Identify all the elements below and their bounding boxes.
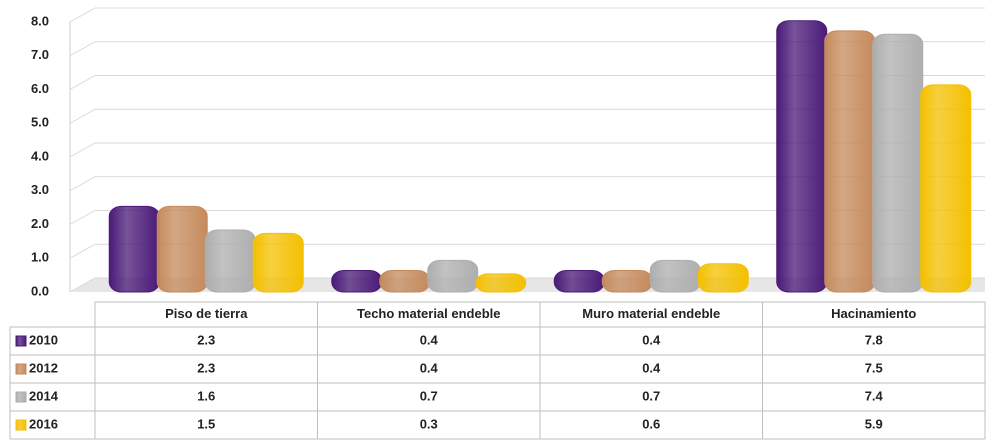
grid-line (69, 75, 985, 90)
legend-label: 2010 (29, 332, 58, 347)
bar (156, 205, 208, 293)
table-value: 0.3 (420, 416, 438, 431)
y-tick-label: 1.0 (31, 250, 49, 265)
legend-label: 2016 (29, 416, 58, 431)
bar (252, 232, 304, 293)
legend-swatch (15, 391, 27, 403)
bar (776, 20, 828, 293)
table-value: 0.4 (420, 332, 439, 347)
bar (920, 84, 972, 293)
x-tick-label: Muro material endeble (582, 306, 720, 321)
y-tick-label: 4.0 (31, 148, 49, 163)
table-value: 2.3 (197, 332, 215, 347)
bar (872, 33, 924, 293)
bar (204, 229, 256, 293)
grid-line (69, 210, 985, 225)
table-value: 1.6 (197, 388, 215, 403)
y-tick-label: 5.0 (31, 115, 49, 130)
table-value: 5.9 (865, 416, 883, 431)
bar (553, 270, 605, 293)
grid-line (69, 7, 985, 23)
bar (697, 263, 749, 293)
y-tick-label: 0.0 (31, 283, 49, 298)
bar (475, 273, 527, 293)
grid-line (69, 41, 985, 57)
legend-swatch (15, 335, 27, 347)
bar (601, 270, 653, 293)
y-tick-label: 2.0 (31, 216, 49, 231)
table-value: 0.7 (420, 388, 438, 403)
grid-line (69, 176, 985, 192)
bar (824, 30, 876, 293)
legend-label: 2012 (29, 360, 58, 375)
table-value: 7.4 (865, 388, 884, 403)
y-tick-label: 8.0 (31, 13, 49, 28)
y-tick-label: 6.0 (31, 81, 49, 96)
bar (427, 259, 479, 293)
bar (108, 205, 160, 293)
legend-swatch (15, 419, 27, 431)
table-value: 0.7 (642, 388, 660, 403)
grid-line (69, 243, 985, 259)
table-value: 0.4 (642, 360, 661, 375)
legend-label: 2014 (29, 388, 59, 403)
x-tick-label: Hacinamiento (831, 306, 916, 321)
table-value: 0.4 (420, 360, 439, 375)
table-value: 0.6 (642, 416, 660, 431)
table-value: 7.8 (865, 332, 883, 347)
table-value: 2.3 (197, 360, 215, 375)
bar (649, 259, 701, 293)
bar (331, 270, 383, 293)
grid-line (69, 142, 985, 158)
table-value: 0.4 (642, 332, 661, 347)
legend-swatch (15, 363, 27, 375)
y-tick-label: 3.0 (31, 182, 49, 197)
grid-line (69, 108, 985, 124)
y-tick-label: 7.0 (31, 47, 49, 62)
table-value: 7.5 (865, 360, 883, 375)
x-tick-label: Piso de tierra (165, 306, 248, 321)
bar (379, 270, 431, 293)
table-value: 1.5 (197, 416, 215, 431)
x-tick-label: Techo material endeble (357, 306, 501, 321)
